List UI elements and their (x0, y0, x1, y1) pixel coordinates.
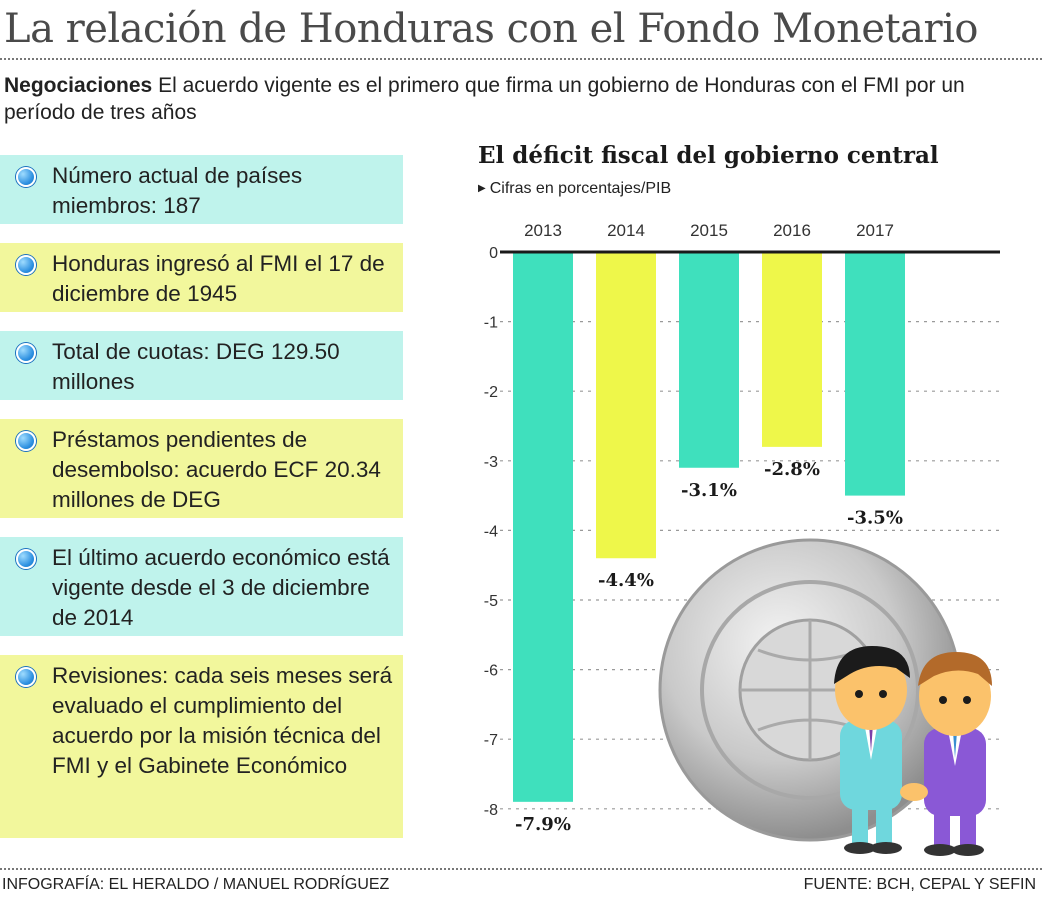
y-tick-label: -4 (484, 523, 498, 540)
title-divider (0, 58, 1042, 60)
bullet-icon (16, 343, 36, 363)
bar-2014 (596, 253, 656, 559)
bullet-icon (16, 667, 36, 687)
fact-box-members: Número actual de países miembros: 187 (0, 155, 403, 224)
x-tick-label-2013: 2013 (524, 221, 562, 240)
data-label-2013: -7.9% (515, 814, 571, 835)
fact-text: Total de cuotas: DEG 129.50 millones (52, 339, 340, 394)
handshake-hands (900, 783, 928, 801)
bar-2016 (762, 253, 822, 447)
bar-2013 (513, 253, 573, 802)
x-tick-label-2014: 2014 (607, 221, 645, 240)
fact-box-loans: Préstamos pendientes de desembolso: acue… (0, 419, 403, 518)
chart-title: El déficit fiscal del gobierno central (478, 142, 939, 169)
fact-box-reviews: Revisiones: cada seis meses será evaluad… (0, 655, 403, 838)
data-label-2016: -2.8% (764, 459, 820, 480)
y-tick-labels: 0 -1 -2 -3 -4 -5 -6 -7 -8 (484, 245, 498, 819)
y-tick-label: -3 (484, 454, 498, 471)
fact-box-joined: Honduras ingresó al FMI el 17 de diciemb… (0, 243, 403, 312)
y-tick-label: -7 (484, 732, 498, 749)
intro-paragraph: Negociaciones El acuerdo vigente es el p… (4, 72, 1034, 126)
coin-globe-lines (740, 620, 880, 760)
x-tick-label-2015: 2015 (690, 221, 728, 240)
businessman-left (834, 646, 910, 854)
imf-coin-handshake-illustration (658, 538, 992, 856)
y-tick-label: -2 (484, 384, 498, 401)
data-labels: -7.9% -4.4% -3.1% -2.8% -3.5% (515, 459, 903, 835)
y-tick-label: -6 (484, 663, 498, 680)
bullet-icon (16, 167, 36, 187)
fact-text: Revisiones: cada seis meses será evaluad… (52, 663, 393, 778)
bullet-icon (16, 431, 36, 451)
intro-bold-label: Negociaciones (4, 74, 153, 97)
bullet-icon (16, 549, 36, 569)
triangle-icon: ▶ (478, 183, 486, 194)
fact-text: El último acuerdo económico está vigente… (52, 545, 390, 630)
businessman-right (918, 652, 992, 856)
chart-subtitle: ▶ Cifras en porcentajes/PIB (478, 180, 671, 198)
fact-text: Préstamos pendientes de desembolso: acue… (52, 427, 381, 512)
fact-box-agreement: El último acuerdo económico está vigente… (0, 537, 403, 636)
fact-text: Honduras ingresó al FMI el 17 de diciemb… (52, 251, 385, 306)
x-tick-labels: 2013 2014 2015 2016 2017 (524, 221, 894, 240)
bars (513, 253, 905, 802)
page-title: La relación de Honduras con el Fondo Mon… (4, 6, 978, 52)
deficit-bar-chart: -7.9%-4.4%-3.1%-2.8%-3.5% 2013 2014 2015 20… (484, 221, 1000, 856)
y-tick-label: 0 (489, 245, 498, 262)
chart-subtitle-text: Cifras en porcentajes/PIB (489, 180, 672, 197)
data-label-2015: -3.1% (681, 480, 737, 501)
footer-credit: INFOGRAFÍA: EL HERALDO / MANUEL RODRÍGUE… (2, 876, 390, 893)
fact-box-quotas: Total de cuotas: DEG 129.50 millones (0, 331, 403, 400)
footer-source: FUENTE: BCH, CEPAL Y SEFIN (803, 876, 1036, 893)
y-tick-label: -5 (484, 593, 498, 610)
intro-text: El acuerdo vigente es el primero que fir… (4, 74, 965, 124)
data-label-2014: -4.4% (598, 570, 654, 591)
imf-coin-inner-ring (700, 580, 920, 800)
data-label-2017: -3.5% (847, 508, 903, 529)
bar-2015 (679, 253, 739, 468)
footer-divider (0, 868, 1042, 870)
x-tick-label-2017: 2017 (856, 221, 894, 240)
fact-text: Número actual de países miembros: 187 (52, 163, 303, 218)
y-tick-label: -1 (484, 315, 498, 332)
y-tick-label: -8 (484, 802, 498, 819)
x-tick-label-2016: 2016 (773, 221, 811, 240)
bar-2017 (845, 253, 905, 496)
bullet-icon (16, 255, 36, 275)
